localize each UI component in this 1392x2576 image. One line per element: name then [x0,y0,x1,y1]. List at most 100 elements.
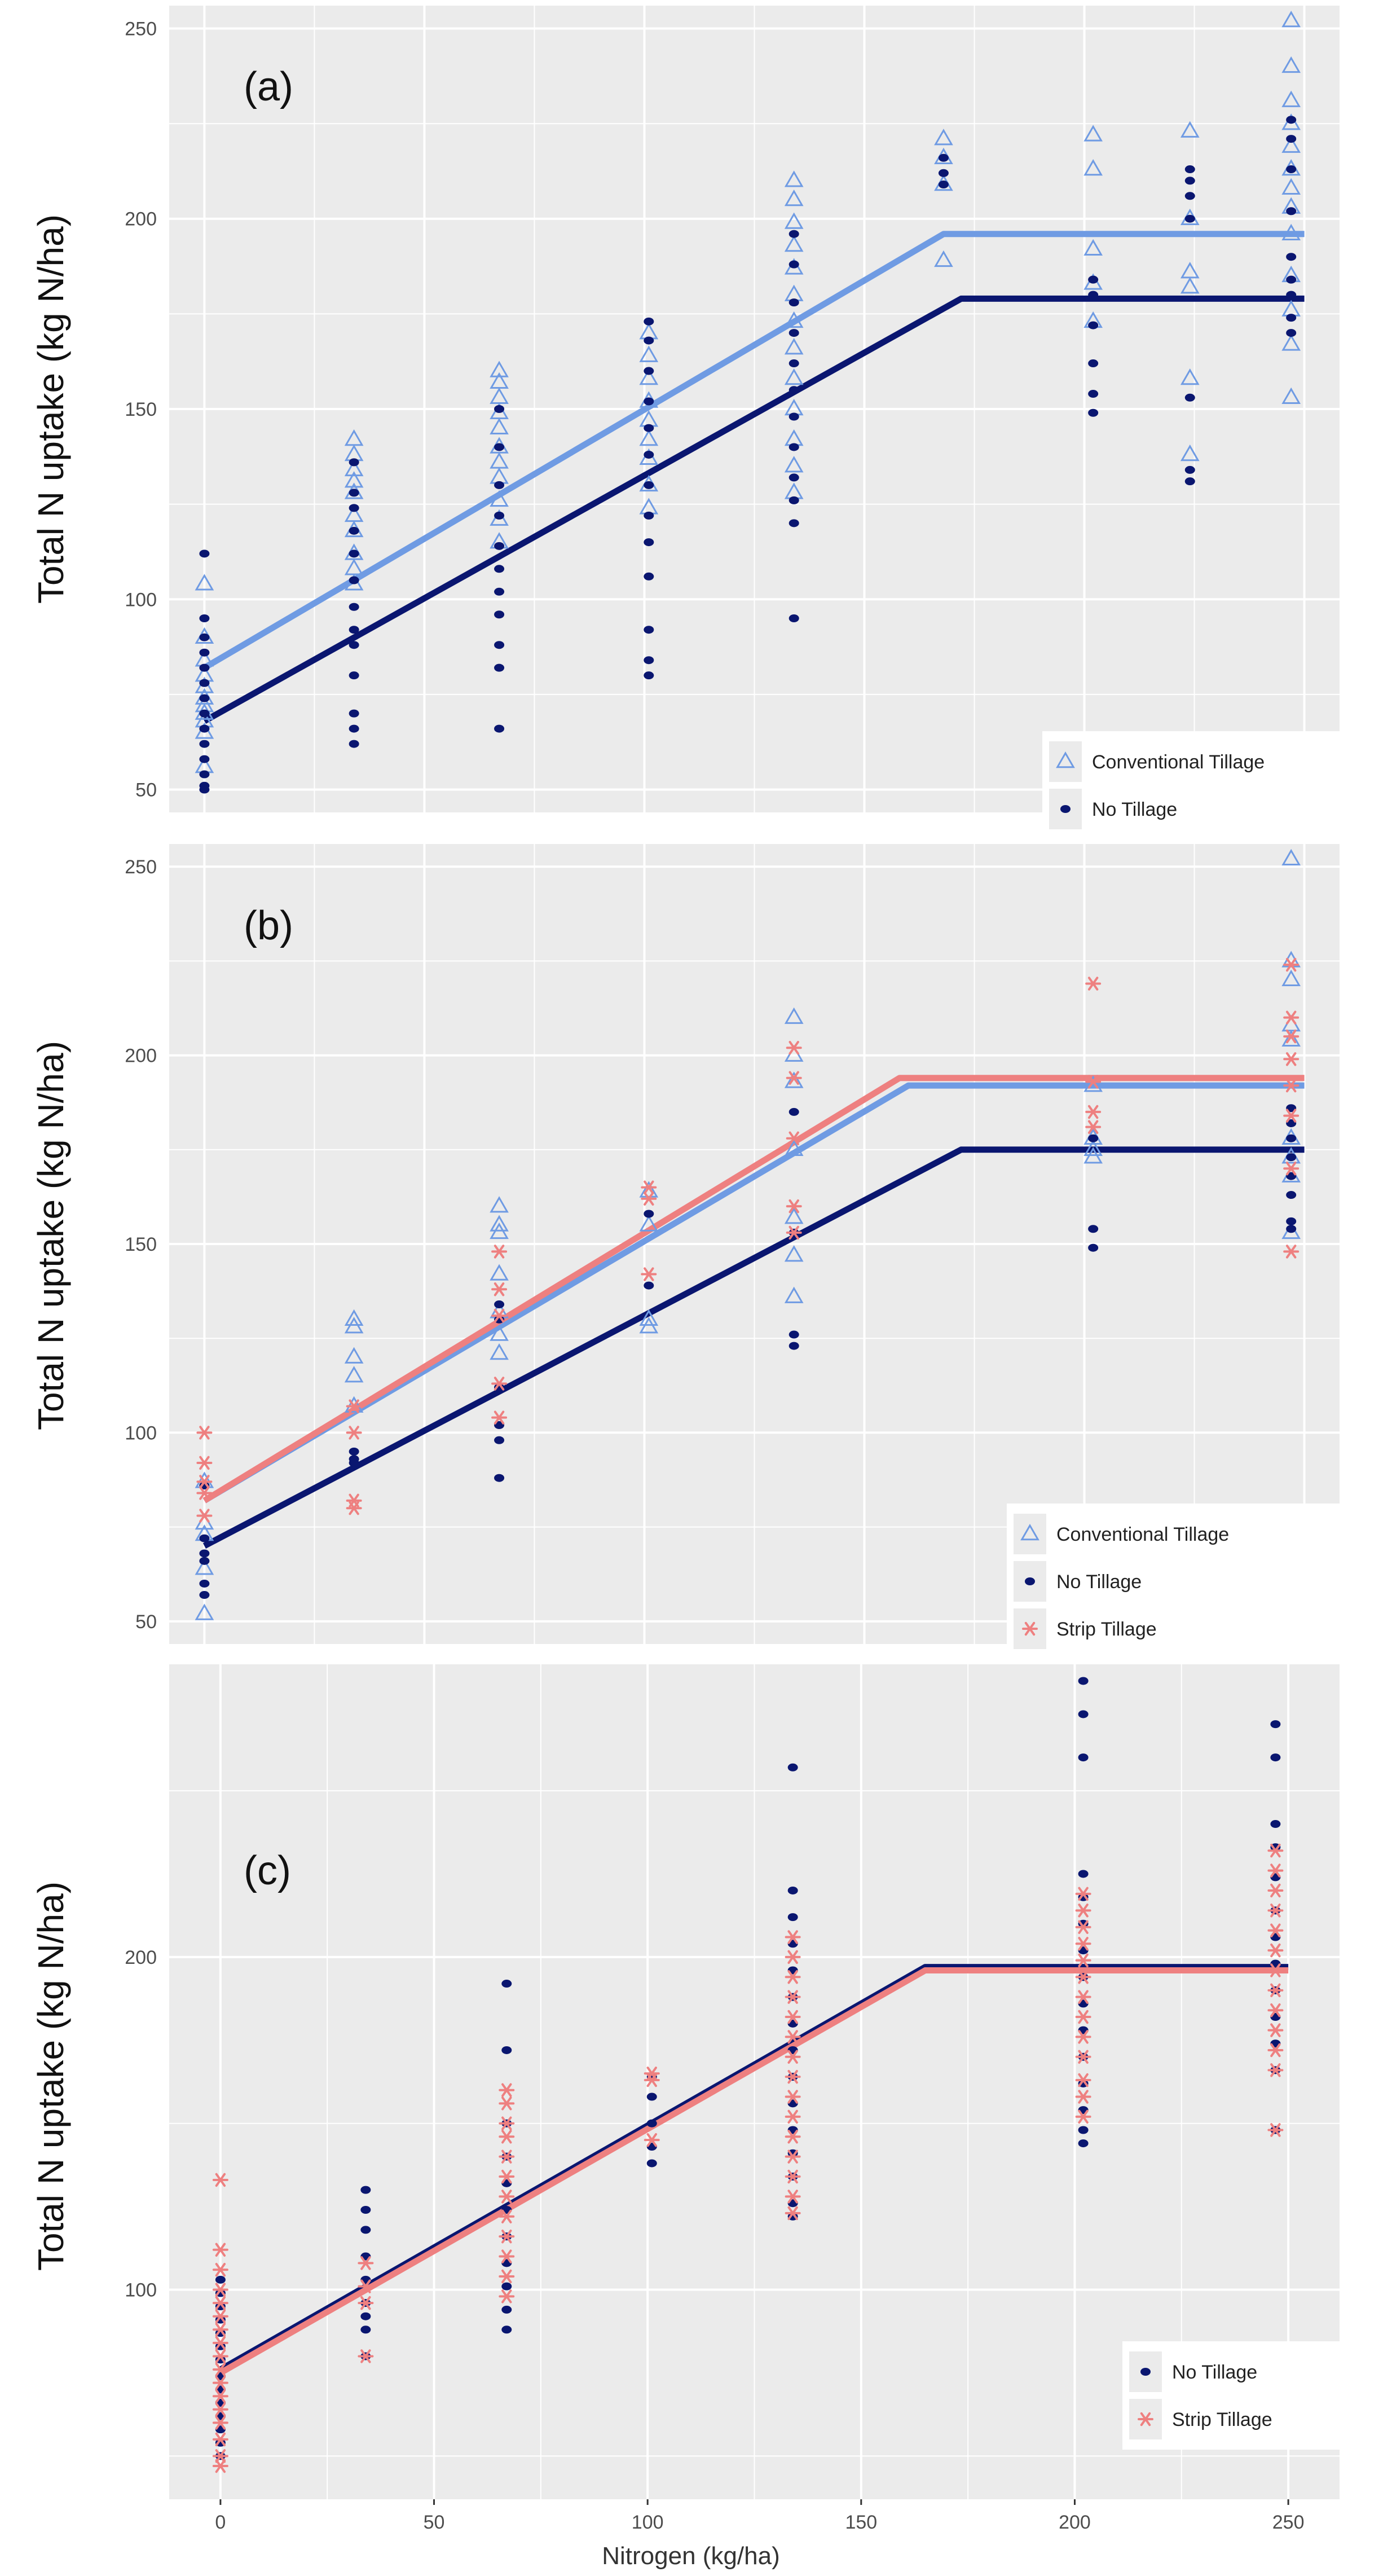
point-conventional-tillage [1281,387,1301,405]
point-strip-tillage [785,1990,801,2004]
point-conventional-tillage [344,1366,364,1383]
point-strip-tillage [786,1131,802,1145]
point-no-tillage [494,565,505,573]
point-conventional-tillage [1083,125,1103,142]
point-conventional-tillage [934,250,953,267]
panel-a-points [195,10,1301,794]
point-no-tillage [1088,321,1099,329]
x-tick-label: 0 [215,2512,226,2533]
point-conventional-tillage [1281,178,1301,195]
y-tick-label: 50 [135,780,157,801]
point-strip-tillage [212,2283,228,2297]
point-conventional-tillage [784,1139,804,1157]
point-no-tillage [199,694,210,702]
point-no-tillage [199,785,210,794]
legend-key-strip-tillage [1022,1621,1038,1636]
point-strip-tillage [1283,1078,1300,1093]
point-conventional-tillage [490,1222,509,1239]
point-conventional-tillage [784,170,804,187]
point-conventional-tillage [1281,10,1301,28]
point-strip-tillage [1283,1162,1300,1176]
point-strip-tillage [212,2362,228,2377]
point-no-tillage [360,2326,371,2334]
point-no-tillage [349,709,359,718]
panel-a-y-tick-labels: 50 100 150 200 250 [125,18,157,801]
point-strip-tillage [1267,1943,1284,1958]
point-strip-tillage [1085,1075,1102,1089]
point-strip-tillage [212,2309,228,2323]
x-tick-label: 50 [424,2512,445,2533]
point-no-tillage [646,2159,657,2168]
point-no-tillage [1286,1134,1297,1142]
point-no-tillage [494,481,505,489]
point-strip-tillage [1267,1883,1284,1898]
point-no-tillage [1270,1753,1281,1762]
point-conventional-tillage [639,368,659,385]
legend-key-no-tillage [1060,805,1071,813]
point-no-tillage [349,724,359,733]
point-strip-tillage [212,2173,228,2187]
point-strip-tillage [1075,2050,1091,2064]
point-no-tillage [199,614,210,622]
fit-line-conventional-tillage [202,1082,1305,1504]
point-no-tillage [788,496,799,504]
panel-c-tag: (c) [244,1848,291,1893]
point-no-tillage [349,740,359,748]
point-no-tillage [1286,291,1297,299]
point-conventional-tillage [639,345,659,362]
point-conventional-tillage [344,471,364,488]
y-tick-label: 200 [125,1045,157,1067]
point-strip-tillage [491,1282,508,1296]
point-no-tillage [788,614,799,622]
point-conventional-tillage [490,490,509,507]
point-no-tillage [644,626,654,634]
point-strip-tillage [785,1930,801,1944]
point-strip-tillage [1075,1937,1091,1951]
point-strip-tillage [785,2090,801,2104]
fit-line-no-tillage [202,295,1305,724]
point-conventional-tillage [1083,1147,1103,1164]
point-no-tillage [349,550,359,558]
point-strip-tillage [212,2389,228,2403]
point-conventional-tillage [639,1181,659,1198]
point-no-tillage [349,458,359,467]
point-strip-tillage [499,2083,515,2097]
point-no-tillage [1286,116,1297,124]
point-strip-tillage [1283,1109,1300,1123]
legend-box [1042,731,1358,839]
point-no-tillage [787,1913,798,1922]
point-no-tillage [360,2312,371,2320]
x-tick-labels: 0 50 100 150 200 250 [215,2499,1304,2533]
panel-c-points [212,1677,1284,2473]
legend-label-no-tillage: No Tillage [1172,2362,1257,2383]
point-strip-tillage [641,1180,657,1194]
point-strip-tillage [196,1426,213,1440]
point-no-tillage [199,1534,210,1542]
panel-b-fit-lines [202,1075,1305,1549]
point-no-tillage [644,336,654,345]
point-no-tillage [1184,177,1195,185]
panel-c-fit-lines [219,1964,1289,2376]
legend-key [1014,1514,1046,1554]
point-strip-tillage [1267,1983,1284,1998]
point-no-tillage [1286,1172,1297,1180]
point-conventional-tillage [490,1264,509,1281]
panel-b-grid [169,844,1340,1644]
point-strip-tillage [212,2243,228,2257]
x-tick-label: 250 [1272,2512,1305,2533]
point-strip-tillage [785,2149,801,2164]
point-strip-tillage [1075,2073,1091,2087]
point-no-tillage [199,724,210,733]
point-conventional-tillage [344,1309,364,1326]
y-tick-label: 150 [125,1234,157,1255]
point-strip-tillage [212,2416,228,2430]
point-strip-tillage [212,2402,228,2416]
point-conventional-tillage [639,1309,659,1326]
point-strip-tillage [1075,1990,1091,2004]
point-conventional-tillage [784,1286,804,1303]
point-no-tillage [1078,1710,1089,1718]
point-no-tillage [644,424,654,432]
legend-label-strip-tillage: Strip Tillage [1172,2409,1272,2430]
point-no-tillage [646,2093,657,2101]
legend-key-no-tillage [1025,1577,1035,1585]
